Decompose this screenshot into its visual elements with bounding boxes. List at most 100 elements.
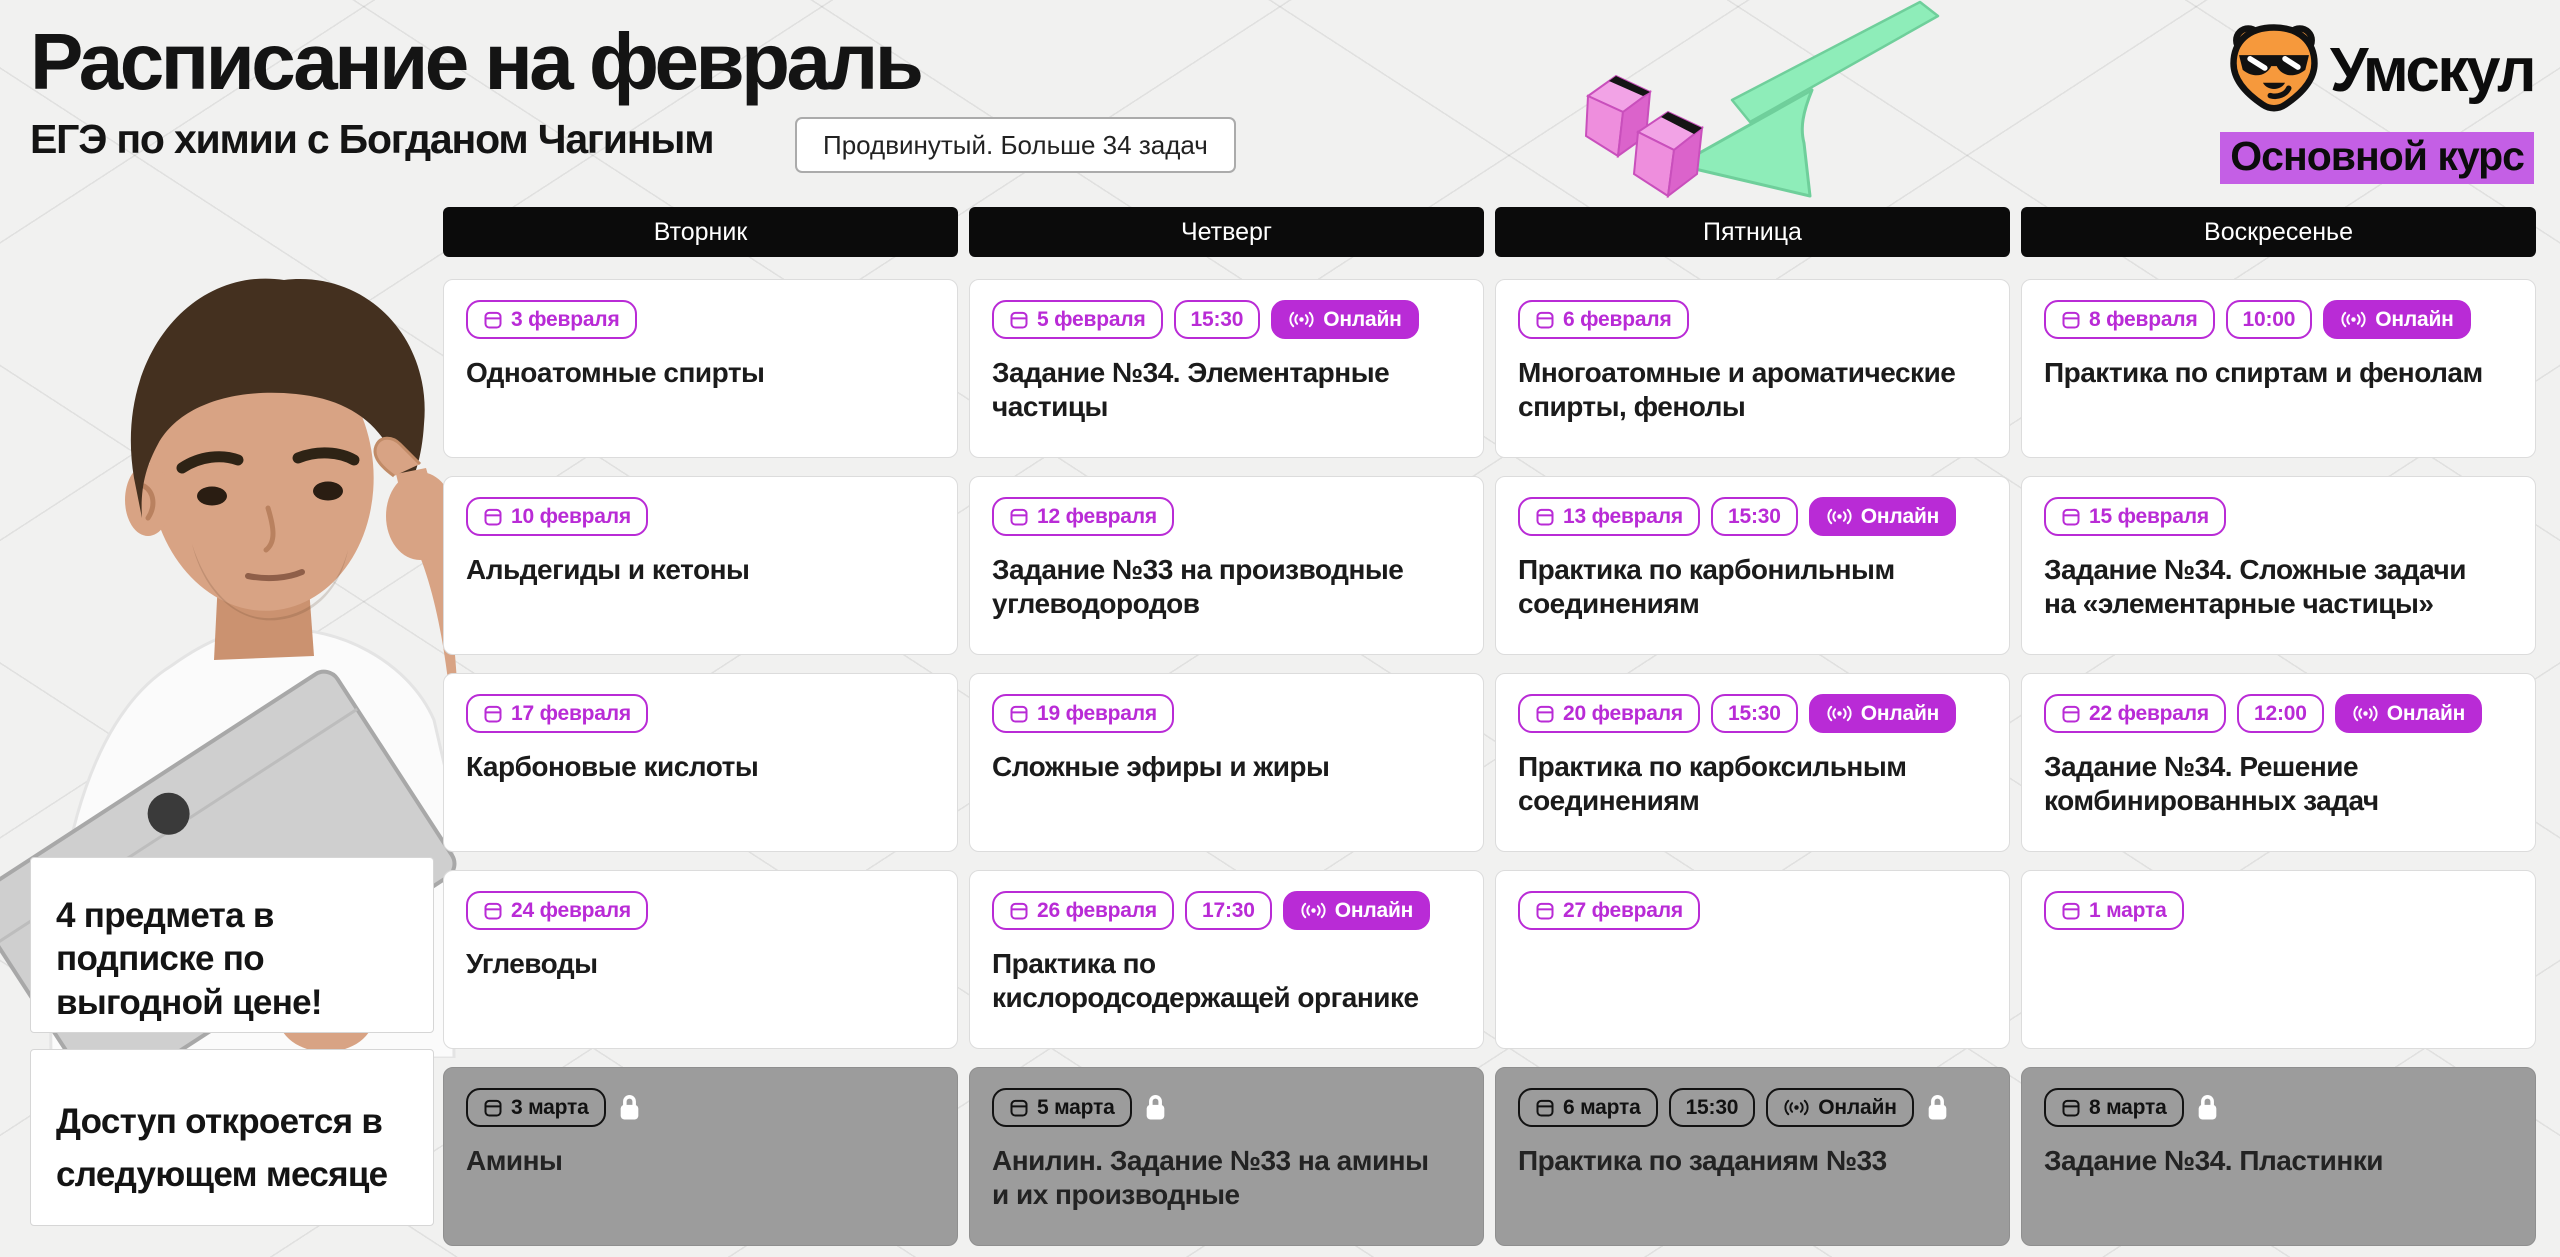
badge-row: 6 февраля [1518, 300, 1987, 339]
level-badge: Продвинутый. Больше 34 задач [795, 117, 1236, 173]
time-badge: 10:00 [2225, 300, 2313, 339]
day-header: Пятница [1495, 207, 2010, 257]
column-sunday: Воскресенье 8 февраля 10:00 Онлайн Практика… [2021, 207, 2536, 1246]
date-badge: 1 марта [2044, 891, 2184, 930]
date-badge: 24 февраля [466, 891, 648, 930]
broadcast-icon [2352, 705, 2379, 722]
online-badge-label: Онлайн [2375, 307, 2454, 331]
broadcast-icon [1288, 311, 1315, 328]
calendar-icon [2061, 901, 2081, 921]
online-badge: Онлайн [1282, 891, 1431, 930]
schedule-card-locked: 6 марта 15:30 Онлайн Практика по заданиям №… [1495, 1067, 2010, 1246]
date-badge: 20 февраля [1518, 694, 1700, 733]
date-badge-label: 22 февраля [2089, 701, 2209, 725]
calendar-icon [483, 310, 503, 330]
calendar-icon [2061, 1098, 2081, 1118]
schedule-card: 3 февраля Одноатомные спирты [443, 279, 958, 458]
online-badge-label: Онлайн [2386, 701, 2466, 725]
schedule-card-locked: 3 марта Амины [443, 1067, 958, 1246]
schedule-card-locked: 8 марта Задание №34. Пластинки [2021, 1067, 2536, 1246]
schedule-card: 13 февраля 15:30 Онлайн Практика по карбони… [1495, 476, 2010, 655]
online-badge-label: Онлайн [1860, 701, 1940, 725]
lock-icon [1927, 1094, 1948, 1121]
calendar-icon [1535, 1098, 1555, 1118]
date-badge-label: 13 февраля [1563, 504, 1683, 528]
calendar-icon [1535, 704, 1555, 724]
course-tag: Основной курс [2220, 132, 2534, 184]
date-badge-label: 24 февраля [511, 898, 631, 922]
date-badge: 3 февраля [466, 300, 637, 339]
date-badge: 26 февраля [992, 891, 1174, 930]
card-title: Альдегиды и кетоны [466, 554, 750, 585]
badge-row: 3 марта [466, 1088, 935, 1127]
time-badge-label: 15:30 [1727, 701, 1781, 725]
badge-row: 5 февраля 15:30 Онлайн [992, 300, 1461, 339]
card-title: Карбоновые кислоты [466, 751, 759, 782]
schedule-card: 27 февраля [1495, 870, 2010, 1049]
broadcast-icon [1300, 902, 1327, 919]
badge-row: 20 февраля 15:30 Онлайн [1518, 694, 1987, 733]
badge-row: 10 февраля [466, 497, 935, 536]
calendar-icon [483, 704, 503, 724]
date-badge: 12 февраля [992, 497, 1174, 536]
date-badge-label: 3 марта [511, 1095, 589, 1119]
badge-row: 27 февраля [1518, 891, 1987, 930]
card-title: Задание №33 на производные углеводородов [992, 554, 1404, 619]
online-badge-label: Онлайн [1334, 898, 1414, 922]
date-badge-label: 17 февраля [511, 701, 631, 725]
card-title: Практика по карбоксильным соединениям [1518, 751, 1907, 816]
promo-card-access: Доступ откроется в следующем месяце [30, 1049, 434, 1226]
calendar-icon [1535, 507, 1555, 527]
card-title: Анилин. Задание №33 на амины и их произв… [992, 1145, 1429, 1210]
schedule-card: 20 февраля 15:30 Онлайн Практика по карбокс… [1495, 673, 2010, 852]
badge-row: 3 февраля [466, 300, 935, 339]
calendar-icon [483, 901, 503, 921]
card-title: Задание №34. Элементарные частицы [992, 357, 1390, 422]
badge-row: 15 февраля [2044, 497, 2513, 536]
column-tuesday: Вторник 3 февраля Одноатомные спирты 10 фе… [443, 207, 958, 1246]
schedule-card: 6 февраля Многоатомные и ароматические сп… [1495, 279, 2010, 458]
online-badge: Онлайн [2323, 300, 2471, 339]
date-badge: 6 февраля [1518, 300, 1689, 339]
promo-card-subscription: 4 предмета в подписке по выгодной цене! [30, 857, 434, 1033]
date-badge-label: 19 февраля [1037, 701, 1157, 725]
time-badge-label: 10:00 [2242, 307, 2296, 331]
brand-logo: Умскул [2228, 22, 2537, 119]
date-badge-label: 6 февраля [1563, 307, 1672, 331]
badge-row: 8 марта [2044, 1088, 2513, 1127]
schedule-card: 19 февраля Сложные эфиры и жиры [969, 673, 1484, 852]
badge-row: 17 февраля [466, 694, 935, 733]
badge-row: 12 февраля [992, 497, 1461, 536]
date-badge: 8 февраля [2044, 300, 2215, 339]
date-badge-label: 26 февраля [1037, 898, 1157, 922]
day-header: Воскресенье [2021, 207, 2536, 257]
online-badge: Онлайн [1808, 497, 1957, 536]
schedule-card: 10 февраля Альдегиды и кетоны [443, 476, 958, 655]
calendar-icon [1009, 310, 1029, 330]
schedule-grid: Вторник 3 февраля Одноатомные спирты 10 фе… [443, 207, 2536, 1246]
card-title: Практика по кислородсодержащей органике [992, 948, 1419, 1013]
online-badge: Онлайн [1766, 1088, 1914, 1127]
date-badge: 27 февраля [1518, 891, 1700, 930]
date-badge-label: 10 февраля [511, 504, 631, 528]
card-title: Практика по заданиям №33 [1518, 1145, 1887, 1176]
schedule-card-locked: 5 марта Анилин. Задание №33 на амины и их… [969, 1067, 1484, 1246]
time-badge-label: 12:00 [2253, 701, 2307, 725]
calendar-icon [483, 507, 503, 527]
time-badge: 12:00 [2236, 694, 2324, 733]
badge-row: 19 февраля [992, 694, 1461, 733]
online-badge-label: Онлайн [1860, 504, 1940, 528]
date-badge-label: 6 марта [1563, 1095, 1641, 1119]
date-badge: 15 февраля [2044, 497, 2226, 536]
broadcast-icon [1826, 705, 1853, 722]
lock-icon [1145, 1094, 1166, 1121]
cards-friday: 6 февраля Многоатомные и ароматические сп… [1495, 279, 2010, 1246]
schedule-card: 1 марта [2021, 870, 2536, 1049]
card-title: Задание №34. Пластинки [2044, 1145, 2383, 1176]
online-badge: Онлайн [2334, 694, 2483, 733]
time-badge-label: 17:30 [1201, 898, 1255, 922]
calendar-icon [483, 1098, 503, 1118]
time-badge: 17:30 [1184, 891, 1272, 930]
card-title: Углеводы [466, 948, 598, 979]
online-badge: Онлайн [1808, 694, 1957, 733]
